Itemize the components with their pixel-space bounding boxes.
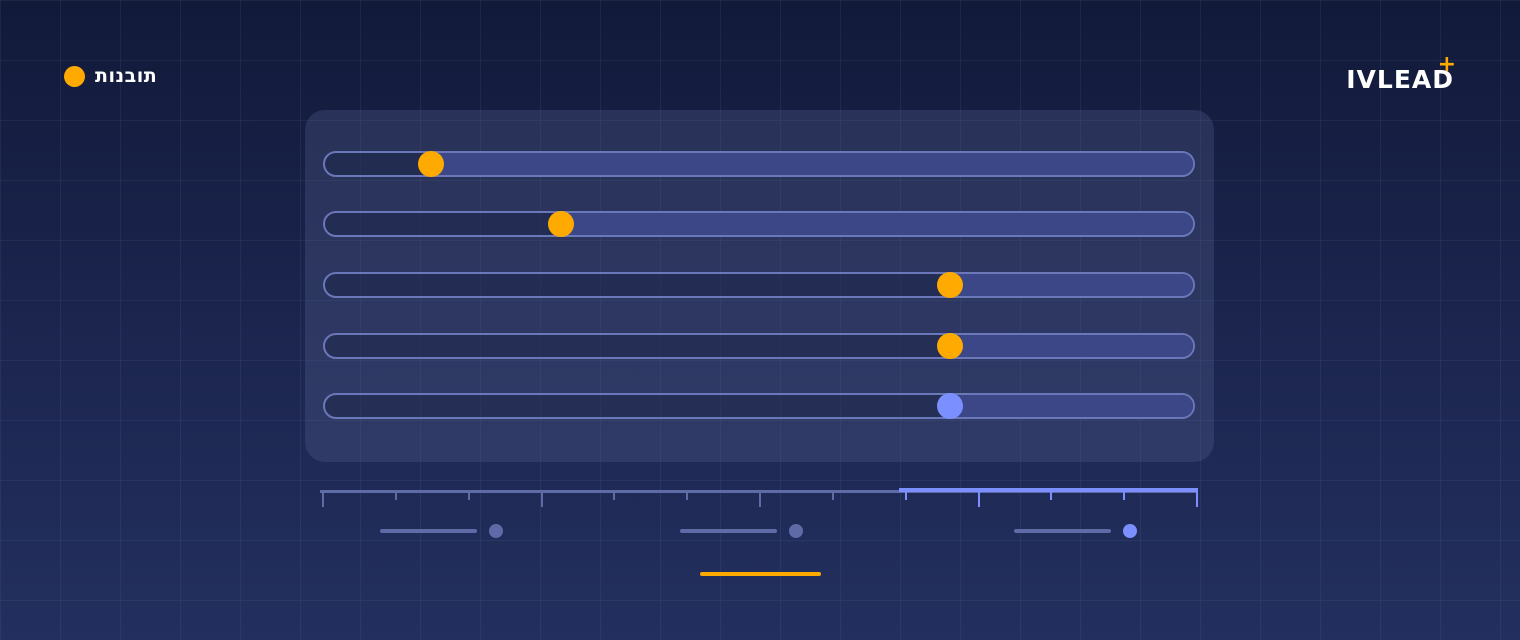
ruler-active-range xyxy=(899,488,1198,492)
legend-dot-icon xyxy=(64,65,85,87)
ruler-major-tick xyxy=(1196,490,1198,507)
slider-fill xyxy=(949,395,1193,417)
toggle-line xyxy=(1014,529,1111,533)
active-indicator xyxy=(700,572,821,576)
ruler-minor-tick xyxy=(613,490,616,500)
slider-thumb[interactable] xyxy=(936,393,963,419)
ruler-major-tick xyxy=(540,490,543,507)
slider-fill xyxy=(949,335,1193,357)
slider-thumb[interactable] xyxy=(418,151,445,177)
range-slider[interactable] xyxy=(323,333,1195,359)
toggle-dot-icon xyxy=(489,524,503,538)
ruler-major-tick xyxy=(977,490,980,507)
toggle-dot-icon xyxy=(1123,524,1137,538)
legend-label: תובנות xyxy=(95,65,158,87)
range-slider[interactable] xyxy=(323,272,1195,298)
ruler-minor-tick xyxy=(394,490,397,500)
logo-plus-icon: + xyxy=(1437,52,1456,77)
brand-logo: IVLEAD + xyxy=(1346,54,1456,94)
ruler-major-tick xyxy=(759,490,761,507)
legend: תובנות xyxy=(64,64,157,88)
slider-fill xyxy=(949,274,1193,296)
view-controls xyxy=(0,522,1520,542)
ruler-minor-tick xyxy=(904,490,907,500)
view-toggle[interactable] xyxy=(680,522,803,540)
ruler-minor-tick xyxy=(686,490,689,500)
toggle-line xyxy=(380,529,477,533)
logo-text: IVLEAD xyxy=(1346,65,1454,94)
slider-thumb[interactable] xyxy=(548,211,575,237)
toggle-dot-icon xyxy=(789,524,803,538)
slider-fill xyxy=(431,153,1193,175)
scale-ruler xyxy=(320,488,1202,510)
ruler-major-tick xyxy=(322,490,324,507)
range-slider[interactable] xyxy=(323,211,1195,237)
range-slider[interactable] xyxy=(323,393,1195,419)
ruler-minor-tick xyxy=(467,490,470,500)
ruler-minor-tick xyxy=(1123,490,1126,500)
ruler-minor-tick xyxy=(831,490,834,500)
range-slider[interactable] xyxy=(323,151,1195,177)
ruler-minor-tick xyxy=(1050,490,1053,500)
slider-thumb[interactable] xyxy=(936,333,963,359)
view-toggle[interactable] xyxy=(380,522,503,540)
toggle-line xyxy=(680,529,777,533)
slider-fill xyxy=(561,213,1193,235)
view-toggle[interactable] xyxy=(1014,522,1137,540)
slider-thumb[interactable] xyxy=(936,272,963,298)
